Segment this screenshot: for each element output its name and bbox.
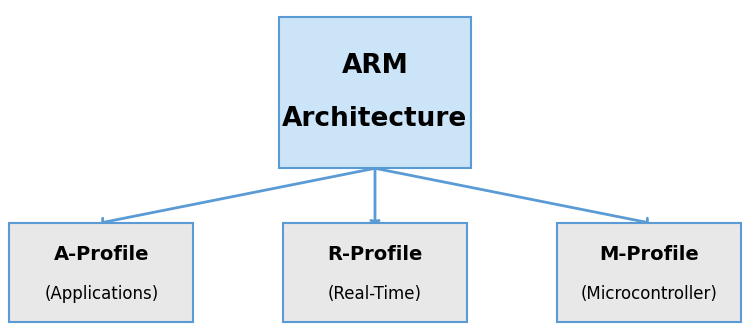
Text: (Applications): (Applications) (44, 285, 158, 303)
Text: (Real-Time): (Real-Time) (328, 285, 422, 303)
Text: M-Profile: M-Profile (598, 245, 699, 264)
Text: R-Profile: R-Profile (327, 245, 423, 264)
FancyBboxPatch shape (10, 223, 194, 322)
FancyBboxPatch shape (284, 223, 466, 322)
Text: A-Profile: A-Profile (53, 245, 149, 264)
Text: ARM: ARM (341, 53, 408, 79)
FancyBboxPatch shape (279, 16, 471, 168)
Text: Architecture: Architecture (282, 106, 468, 132)
FancyBboxPatch shape (556, 223, 740, 322)
Text: (Microcontroller): (Microcontroller) (580, 285, 717, 303)
